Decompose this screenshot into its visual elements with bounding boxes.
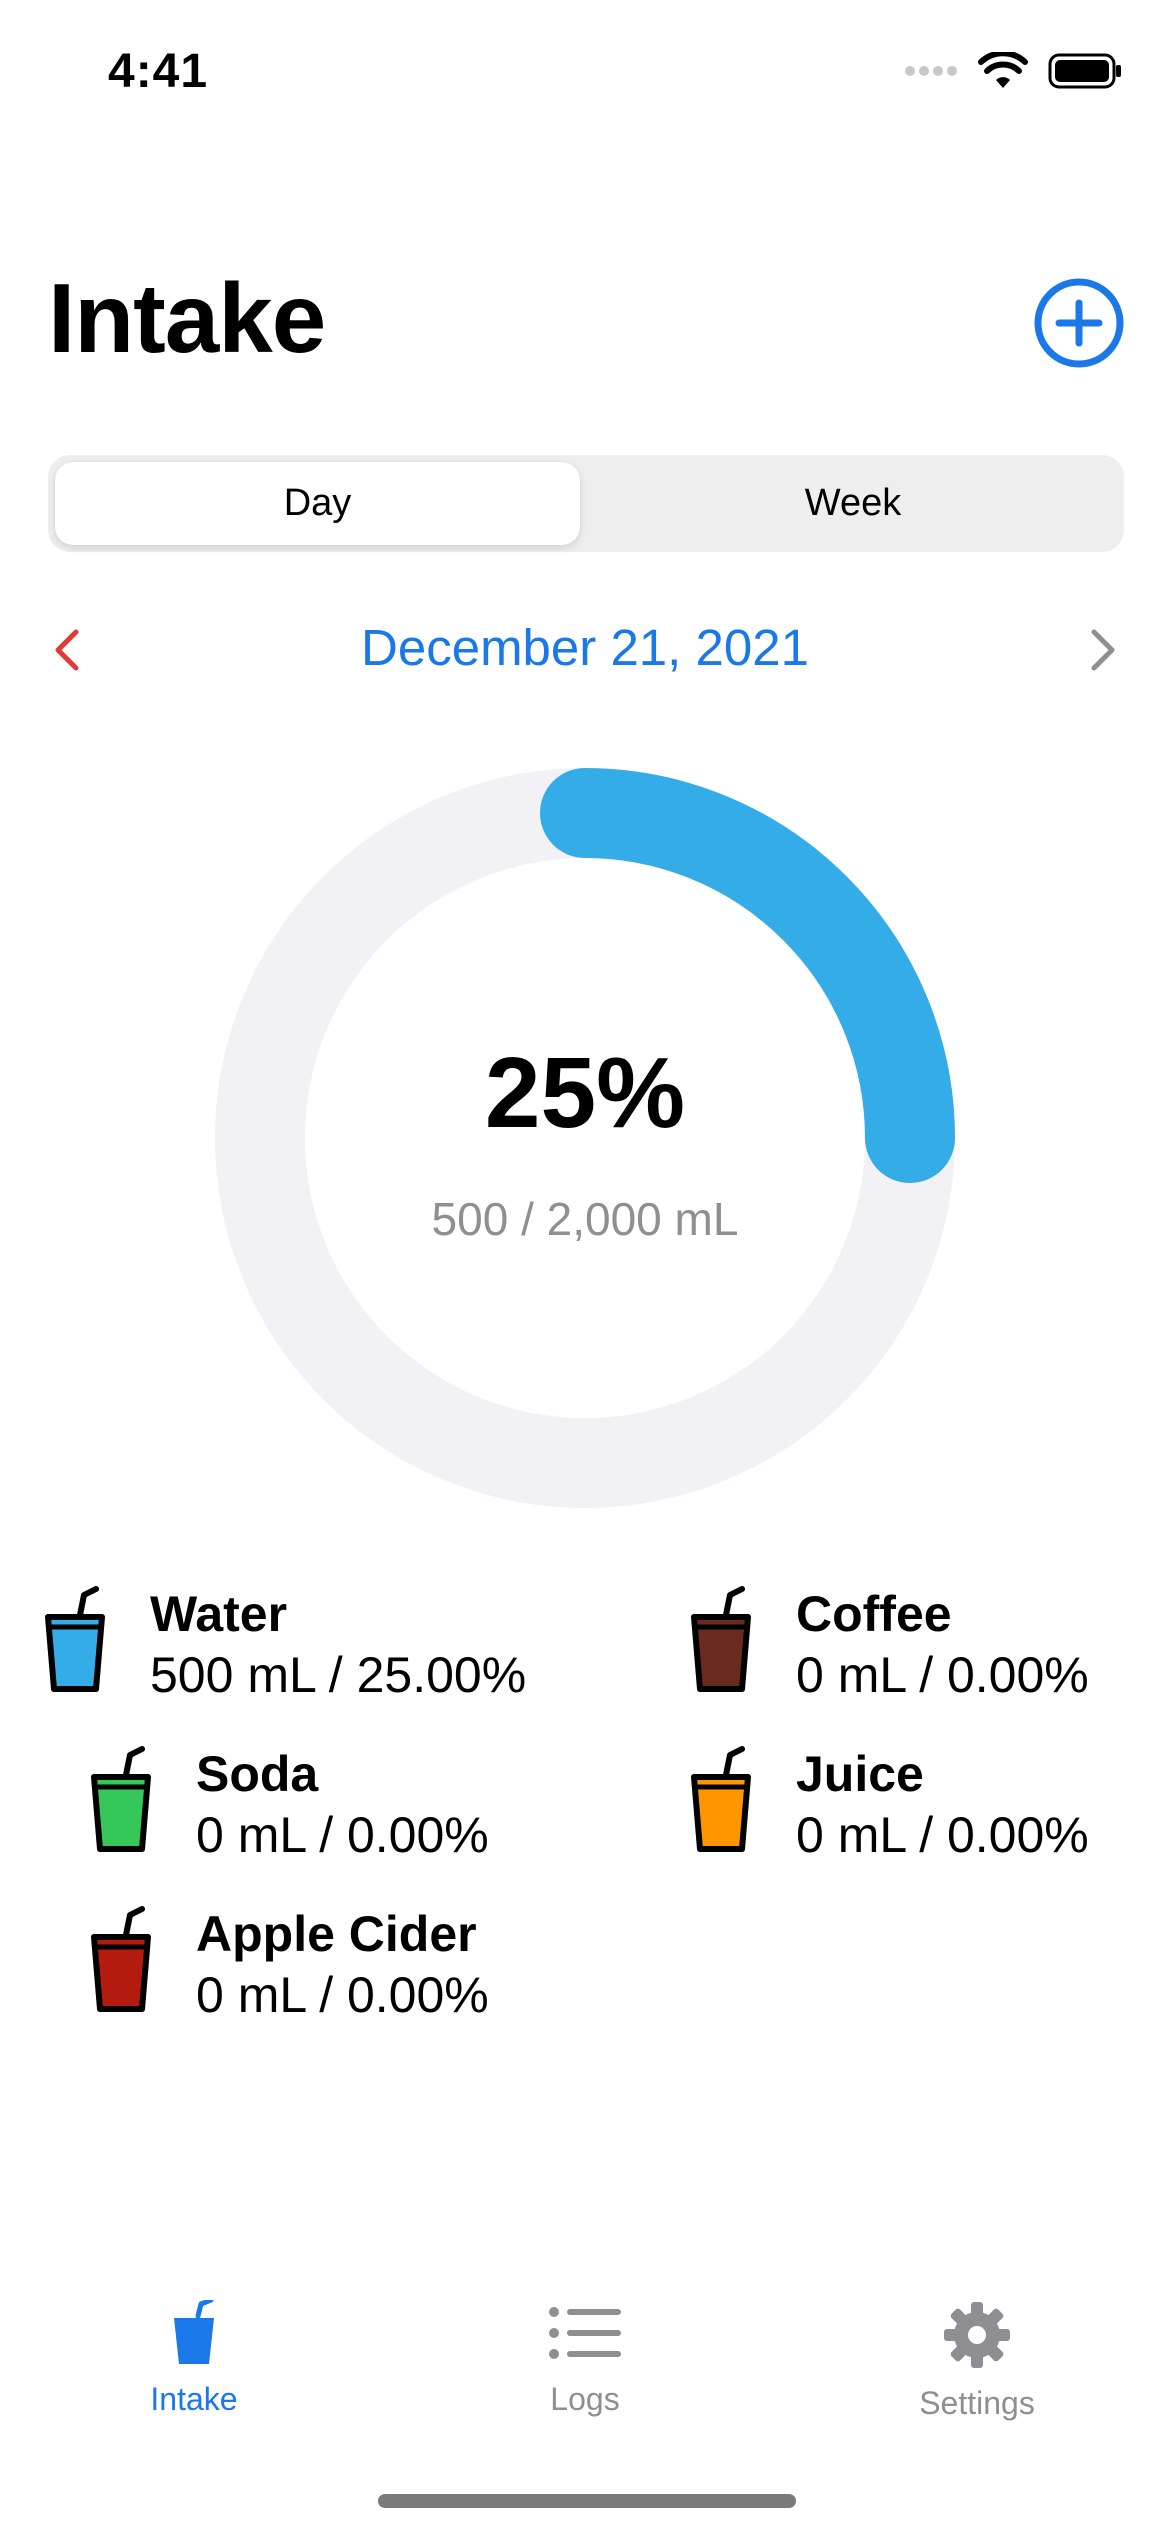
legend-name: Juice [796, 1746, 924, 1802]
legend-name: Apple Cider [196, 1906, 477, 1962]
cup-icon [174, 2297, 214, 2364]
legend-item-coffee: Coffee 0 mL / 0.00% [690, 1585, 1089, 1707]
legend-value: 0 mL / 0.00% [796, 1647, 1089, 1703]
cup-icon [91, 1746, 151, 1852]
cup-icon [91, 1906, 151, 2012]
tab-settings[interactable]: Settings [857, 2300, 1097, 2422]
legend-name: Water [150, 1586, 288, 1642]
legend-item-soda: Soda 0 mL / 0.00% [90, 1745, 489, 1867]
cup-icon [45, 1586, 105, 1692]
status-icons [904, 52, 1122, 90]
gear-icon [944, 2302, 1010, 2368]
legend-value: 0 mL / 0.00% [196, 1967, 489, 2023]
tab-label: Settings [919, 2385, 1035, 2421]
plus-circle-icon [1034, 278, 1124, 368]
legend-value: 0 mL / 0.00% [196, 1807, 489, 1863]
battery-icon [1048, 53, 1121, 89]
cellular-signal-icon [905, 66, 957, 76]
add-button[interactable] [1033, 277, 1125, 369]
legend-item-apple-cider: Apple Cider 0 mL / 0.00% [90, 1905, 489, 2027]
tab-intake[interactable]: Intake [74, 2297, 314, 2418]
segment-day[interactable]: Day [55, 462, 580, 545]
tab-label: Logs [550, 2381, 620, 2417]
progress-amount: 500 / 2,000 mL [431, 1193, 739, 1245]
day-week-segmented-control: Day Week [48, 455, 1124, 552]
progress-percent: 25% [484, 1037, 686, 1149]
legend-value: 500 mL / 25.00% [150, 1647, 527, 1703]
legend-value: 0 mL / 0.00% [796, 1807, 1089, 1863]
legend-name: Soda [196, 1746, 319, 1802]
legend-item-juice: Juice 0 mL / 0.00% [690, 1745, 1089, 1867]
cup-icon [691, 1586, 751, 1692]
previous-day-button[interactable] [40, 620, 100, 680]
tab-logs[interactable]: Logs [465, 2300, 705, 2418]
chevron-left-icon [55, 629, 79, 671]
segment-week[interactable]: Week [804, 482, 902, 524]
page-title: Intake [48, 263, 326, 373]
next-day-button[interactable] [1070, 620, 1130, 680]
legend-item-water: Water 500 mL / 25.00% [44, 1585, 526, 1707]
list-icon [549, 2307, 621, 2359]
tab-label: Intake [150, 2381, 238, 2417]
selected-date[interactable]: December 21, 2021 [361, 619, 809, 676]
intake-progress-ring [215, 768, 955, 1508]
cup-icon [691, 1746, 751, 1852]
ring-progress [540, 768, 955, 1183]
home-indicator [378, 2494, 796, 2508]
chevron-right-icon [1091, 629, 1115, 671]
wifi-icon [978, 52, 1028, 88]
legend-name: Coffee [796, 1586, 952, 1642]
status-time: 4:41 [108, 45, 209, 98]
